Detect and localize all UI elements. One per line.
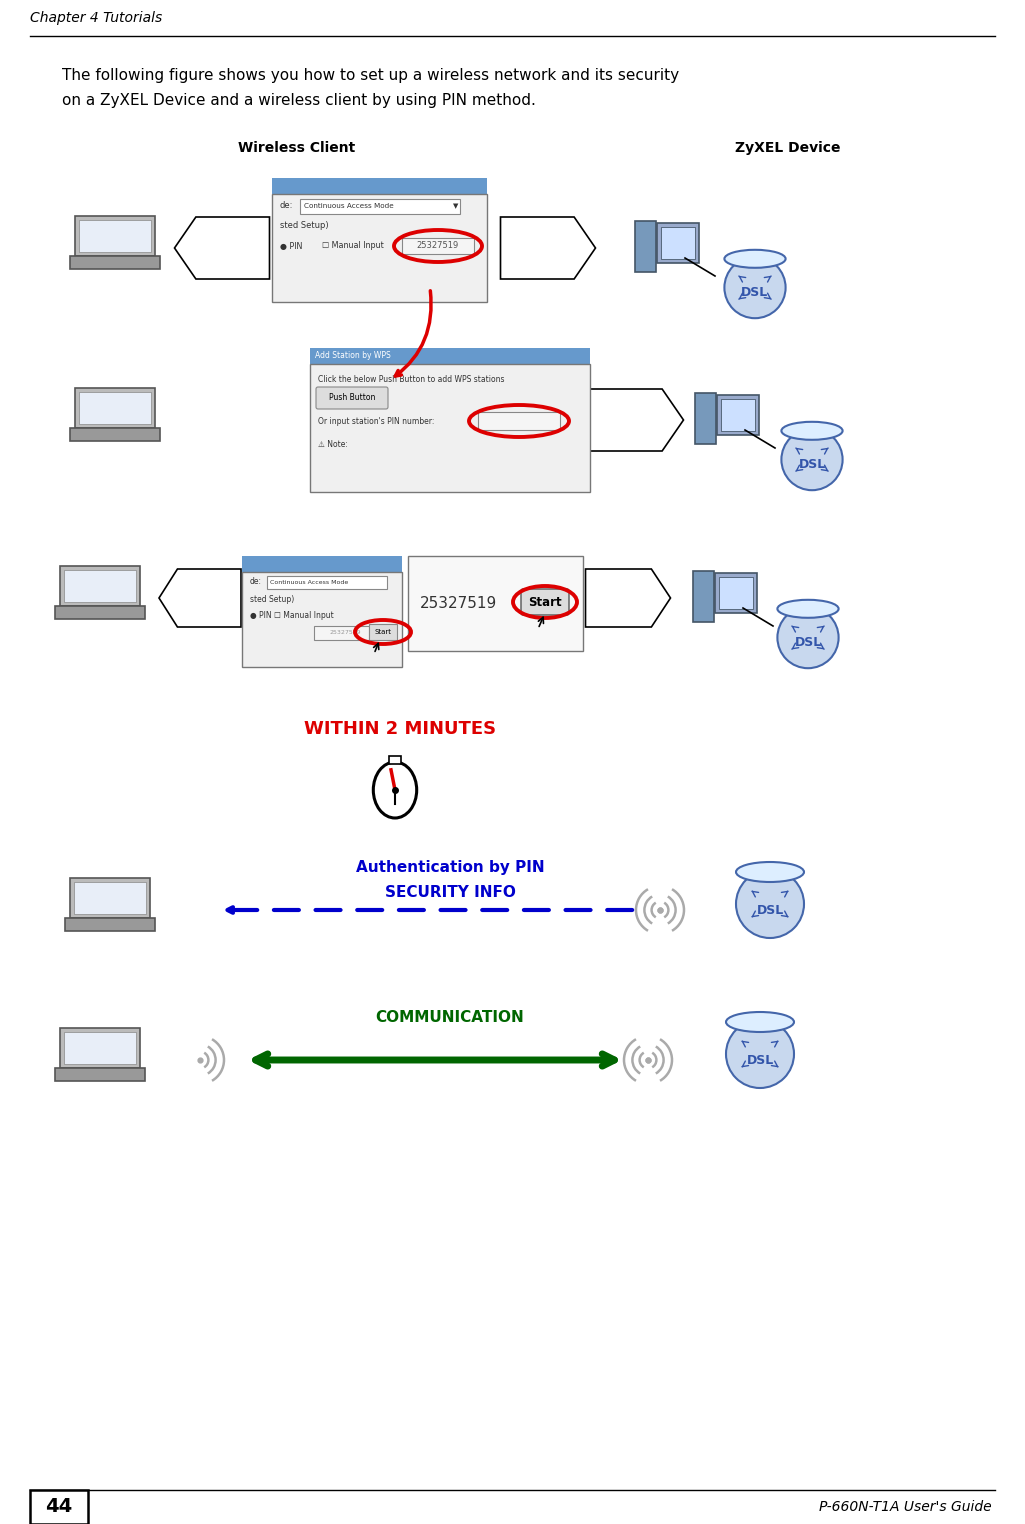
FancyBboxPatch shape xyxy=(76,387,155,428)
Text: ☐ Manual Input: ☐ Manual Input xyxy=(322,241,383,250)
Text: de:: de: xyxy=(250,578,262,587)
FancyBboxPatch shape xyxy=(65,570,135,602)
Text: WITHIN 2 MINUTES: WITHIN 2 MINUTES xyxy=(304,719,496,738)
FancyBboxPatch shape xyxy=(70,256,160,268)
Text: Click the below Push Button to add WPS stations: Click the below Push Button to add WPS s… xyxy=(318,375,504,384)
FancyBboxPatch shape xyxy=(79,219,151,251)
Ellipse shape xyxy=(726,1012,794,1032)
FancyBboxPatch shape xyxy=(30,1490,88,1524)
Text: on a ZyXEL Device and a wireless client by using PIN method.: on a ZyXEL Device and a wireless client … xyxy=(62,93,536,108)
FancyBboxPatch shape xyxy=(266,576,387,588)
Ellipse shape xyxy=(373,762,417,818)
Circle shape xyxy=(781,428,843,491)
FancyBboxPatch shape xyxy=(300,200,460,213)
FancyBboxPatch shape xyxy=(70,428,160,440)
Text: DSL: DSL xyxy=(746,1053,774,1067)
FancyBboxPatch shape xyxy=(310,364,590,492)
FancyBboxPatch shape xyxy=(55,1068,145,1081)
Text: Continuous Access Mode: Continuous Access Mode xyxy=(304,203,394,209)
Polygon shape xyxy=(500,216,596,279)
FancyBboxPatch shape xyxy=(310,347,590,364)
FancyBboxPatch shape xyxy=(79,392,151,424)
Polygon shape xyxy=(159,568,241,626)
Ellipse shape xyxy=(777,600,838,617)
Text: P-660N-T1A User's Guide: P-660N-T1A User's Guide xyxy=(819,1500,992,1513)
Text: Authentication by PIN: Authentication by PIN xyxy=(356,860,544,875)
FancyBboxPatch shape xyxy=(65,1032,135,1064)
Text: DSL: DSL xyxy=(794,637,822,649)
Circle shape xyxy=(736,870,804,937)
Circle shape xyxy=(777,607,838,668)
Text: DSL: DSL xyxy=(798,459,825,471)
Text: Wireless Client: Wireless Client xyxy=(238,142,356,155)
Circle shape xyxy=(725,258,785,319)
FancyBboxPatch shape xyxy=(71,878,150,917)
Polygon shape xyxy=(588,389,684,451)
Text: DSL: DSL xyxy=(756,904,784,916)
Text: 44: 44 xyxy=(45,1498,73,1516)
FancyBboxPatch shape xyxy=(76,215,155,256)
Text: Chapter 4 Tutorials: Chapter 4 Tutorials xyxy=(30,11,162,24)
FancyBboxPatch shape xyxy=(718,395,758,434)
Text: The following figure shows you how to set up a wireless network and its security: The following figure shows you how to se… xyxy=(62,69,680,82)
FancyBboxPatch shape xyxy=(693,572,714,622)
Text: SECURITY INFO: SECURITY INFO xyxy=(384,885,516,901)
FancyBboxPatch shape xyxy=(390,756,401,764)
Circle shape xyxy=(726,1020,794,1088)
Text: Start: Start xyxy=(374,629,392,636)
Text: ● PIN ☐ Manual Input: ● PIN ☐ Manual Input xyxy=(250,611,334,620)
Text: ZyXEL Device: ZyXEL Device xyxy=(735,142,840,155)
Text: Or input station's PIN number:: Or input station's PIN number: xyxy=(318,416,435,425)
Text: Push Button: Push Button xyxy=(329,393,375,402)
FancyBboxPatch shape xyxy=(695,393,716,443)
Text: ▼: ▼ xyxy=(453,203,458,209)
FancyBboxPatch shape xyxy=(402,238,474,255)
Ellipse shape xyxy=(781,422,843,440)
Text: Continuous Access Mode: Continuous Access Mode xyxy=(270,579,348,585)
FancyBboxPatch shape xyxy=(55,607,145,619)
Text: sted Setup): sted Setup) xyxy=(250,594,294,604)
FancyBboxPatch shape xyxy=(478,411,560,430)
Text: Add Station by WPS: Add Station by WPS xyxy=(315,352,391,361)
FancyBboxPatch shape xyxy=(722,399,754,431)
FancyBboxPatch shape xyxy=(75,881,146,914)
Text: 25327519: 25327519 xyxy=(417,241,459,250)
FancyBboxPatch shape xyxy=(242,572,402,668)
FancyBboxPatch shape xyxy=(661,227,695,259)
FancyBboxPatch shape xyxy=(316,387,388,408)
FancyBboxPatch shape xyxy=(242,556,402,572)
Text: ● PIN: ● PIN xyxy=(280,241,302,250)
FancyBboxPatch shape xyxy=(715,573,756,613)
Text: ⚠ Note:: ⚠ Note: xyxy=(318,439,347,448)
Text: sted Setup): sted Setup) xyxy=(280,221,329,230)
FancyBboxPatch shape xyxy=(408,556,583,651)
FancyBboxPatch shape xyxy=(636,221,656,271)
FancyBboxPatch shape xyxy=(272,194,487,302)
Ellipse shape xyxy=(725,250,785,268)
Text: 25327519: 25327519 xyxy=(420,596,497,611)
FancyBboxPatch shape xyxy=(521,588,569,616)
FancyBboxPatch shape xyxy=(720,578,752,608)
FancyBboxPatch shape xyxy=(60,1027,139,1068)
FancyBboxPatch shape xyxy=(60,565,139,607)
Text: COMMUNICATION: COMMUNICATION xyxy=(375,1010,525,1026)
FancyBboxPatch shape xyxy=(657,223,698,262)
Ellipse shape xyxy=(736,863,804,882)
FancyBboxPatch shape xyxy=(65,917,155,931)
Text: de:: de: xyxy=(280,201,293,210)
Text: Start: Start xyxy=(528,596,562,608)
FancyBboxPatch shape xyxy=(314,626,369,640)
FancyBboxPatch shape xyxy=(369,623,397,640)
Text: 25327519: 25327519 xyxy=(329,631,361,636)
Polygon shape xyxy=(174,216,270,279)
FancyBboxPatch shape xyxy=(272,178,487,194)
Text: DSL: DSL xyxy=(741,287,769,300)
Polygon shape xyxy=(585,568,670,626)
